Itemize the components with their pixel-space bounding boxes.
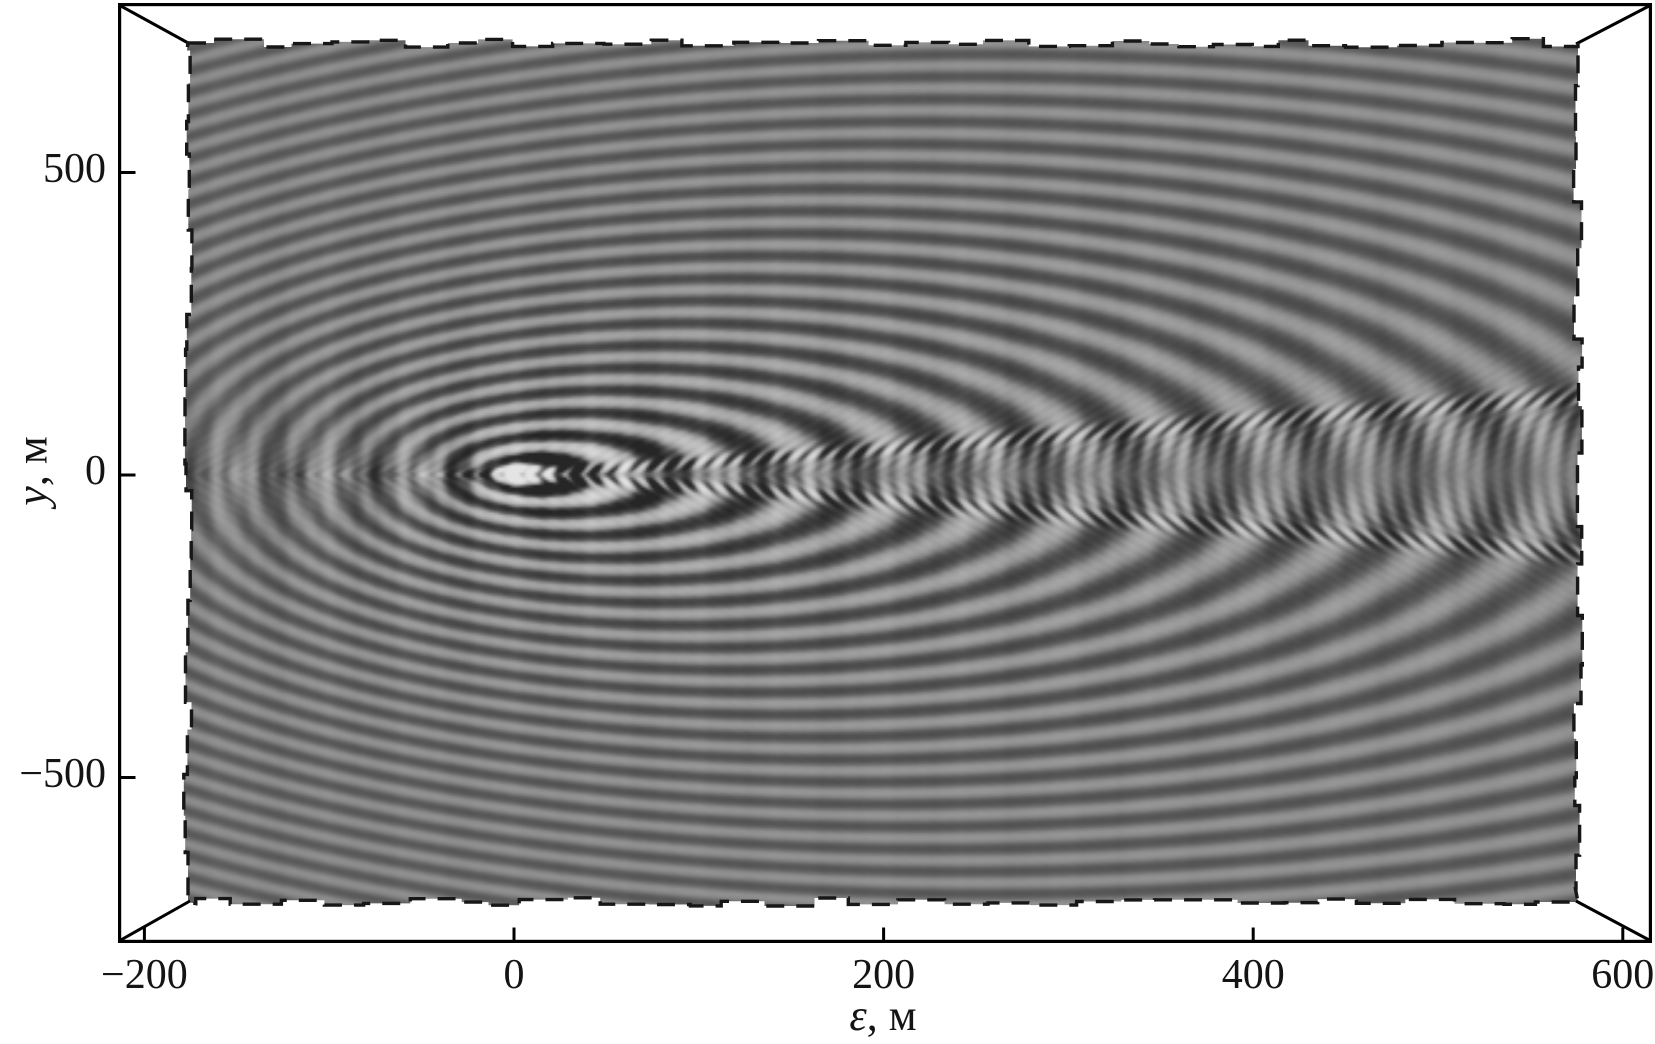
- y-axis-units: , м: [7, 436, 57, 487]
- x-tick-label-400: 400: [1221, 952, 1285, 998]
- x-axis-variable: ε: [849, 991, 867, 1040]
- x-axis-label: ε, м: [849, 990, 916, 1041]
- y-tick-label-500: 500: [43, 145, 106, 192]
- x-axis-units: , м: [866, 991, 917, 1040]
- x-tick-label-200: 200: [852, 952, 916, 998]
- corner-diagonal-bottom-left: [118, 899, 191, 943]
- corner-diagonal-bottom-right: [1575, 899, 1652, 943]
- x-tick-label-600: 600: [1591, 952, 1655, 998]
- y-axis-label: y, м: [7, 436, 58, 505]
- wave-field-canvas: [183, 38, 1583, 906]
- y-tick-label-−500: −500: [19, 750, 106, 797]
- x-tick-label-−200: −200: [101, 952, 188, 998]
- corner-diagonal-top-left: [118, 3, 191, 46]
- y-tick-label-0: 0: [85, 448, 106, 494]
- corner-diagonal-top-right: [1575, 3, 1652, 46]
- x-tick-label-0: 0: [503, 952, 525, 998]
- y-axis-variable: y: [7, 486, 57, 506]
